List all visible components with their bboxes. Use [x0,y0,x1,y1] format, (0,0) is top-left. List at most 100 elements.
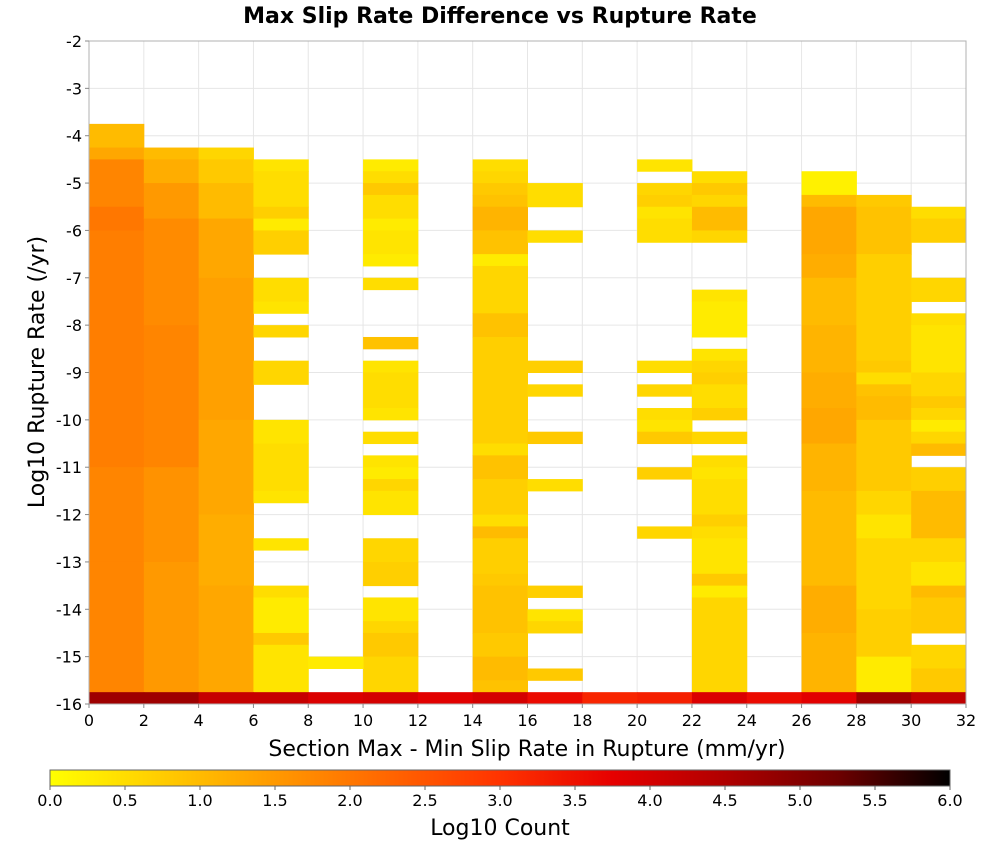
heatmap-cell [856,419,912,492]
y-tick-label: -11 [56,458,82,477]
heatmap-cell [801,277,857,326]
heatmap-cell [691,455,748,468]
x-tick-label: 0 [84,711,94,730]
heatmap-cell [363,408,419,421]
heatmap-cell [527,621,583,634]
heatmap-cell [527,479,583,492]
heatmap-cell [856,254,912,362]
heatmap-cell [89,159,145,208]
heatmap-cell [527,183,583,208]
heatmap-cell-bottom [691,692,748,704]
heatmap-cell [911,325,967,373]
colorbar-tick-label: 4.0 [637,791,662,810]
colorbar-tick-label: 0.5 [112,791,137,810]
heatmap-cell [472,573,528,587]
y-tick-label: -4 [66,127,82,146]
heatmap-cell [472,455,528,480]
heatmap-cell [691,348,748,362]
heatmap-cell [472,265,528,314]
heatmap-cell [801,443,857,492]
colorbar-tick-label: 1.0 [187,791,212,810]
heatmap-cell [637,408,693,421]
heatmap-cell [198,147,254,160]
x-axis-ticks: 0 2 4 6 8 10 12 14 16 18 20 22 24 26 28 30 32 [84,704,976,730]
heatmap-cell [363,218,419,231]
colorbar-tick-label: 3.0 [487,791,512,810]
heatmap-cell [691,384,748,409]
heatmap-cell [911,431,967,445]
heatmap-cell-bottom [198,692,254,704]
heatmap-cell [363,336,419,350]
heatmap-cell [472,313,528,338]
x-tick-label: 26 [791,711,811,730]
heatmap-cell [363,597,419,622]
heatmap-cell [89,277,145,421]
heatmap-cell [911,443,967,456]
heatmap-cell [363,621,419,634]
heatmap-cell [143,467,200,563]
heatmap-cell [363,277,419,291]
heatmap-cell [472,194,528,208]
heatmap-cell [637,206,693,220]
heatmap-cell [89,230,145,279]
x-tick-label: 4 [194,711,204,730]
heatmap-cell [637,526,693,539]
x-tick-label: 32 [956,711,976,730]
heatmap-cell [691,171,748,184]
heatmap-cell [363,183,419,196]
colorbar-tick-label: 6.0 [937,791,962,810]
heatmap-cell [143,325,200,468]
heatmap-cell [253,301,309,314]
heatmap-cell [363,254,419,267]
heatmap-cell-bottom [472,692,528,704]
heatmap-cell [911,490,967,539]
heatmap-cell [472,632,528,658]
colorbar-tick-label: 4.5 [712,791,737,810]
heatmap-cell [253,325,309,338]
colorbar-tick-label: 2.0 [337,791,362,810]
x-tick-label: 2 [139,711,149,730]
heatmap-cell [691,609,748,693]
heatmap-cell [801,408,857,445]
heatmap-cell [801,585,857,634]
colorbar-tick-label: 5.0 [787,791,812,810]
heatmap-cell [253,490,309,504]
heatmap-cell [472,171,528,184]
heatmap-cell [253,419,309,445]
heatmap-cell-bottom [253,692,309,704]
heatmap-cell [527,230,583,243]
heatmap-cell [856,194,912,208]
heatmap-cell [691,585,748,598]
heatmap-cell [89,147,145,160]
heatmap-cell [472,526,528,539]
heatmap-cell [691,597,748,610]
heatmap-cell [691,289,748,302]
heatmap-cell [363,194,419,220]
heatmap-cell [911,644,967,669]
x-tick-label: 6 [248,711,258,730]
heatmap-cell [198,159,254,184]
y-tick-label: -14 [56,600,82,619]
heatmap-cell [143,561,200,693]
heatmap-cell [691,194,748,208]
heatmap-cell [801,206,857,255]
heatmap-cell [691,206,748,231]
heatmap-cell [691,467,748,480]
heatmap-cell [253,360,309,385]
heatmap-cell [253,277,309,302]
heatmap-cell-bottom [527,692,583,704]
heatmap-cell [472,585,528,634]
x-tick-label: 10 [353,711,373,730]
y-tick-label: -8 [66,316,82,335]
colorbar-tick-label: 3.5 [562,791,587,810]
heatmap-cell [856,609,912,658]
heatmap-cell [691,372,748,385]
heatmap-cell [801,325,857,373]
heatmap-cell [198,277,254,421]
heatmap-cell [472,514,528,527]
heatmap-cell [363,479,419,492]
heatmap-cell [472,680,528,693]
heatmap-cell [691,479,748,516]
heatmap-cell-bottom [143,692,200,704]
heatmap-cell [637,194,693,208]
